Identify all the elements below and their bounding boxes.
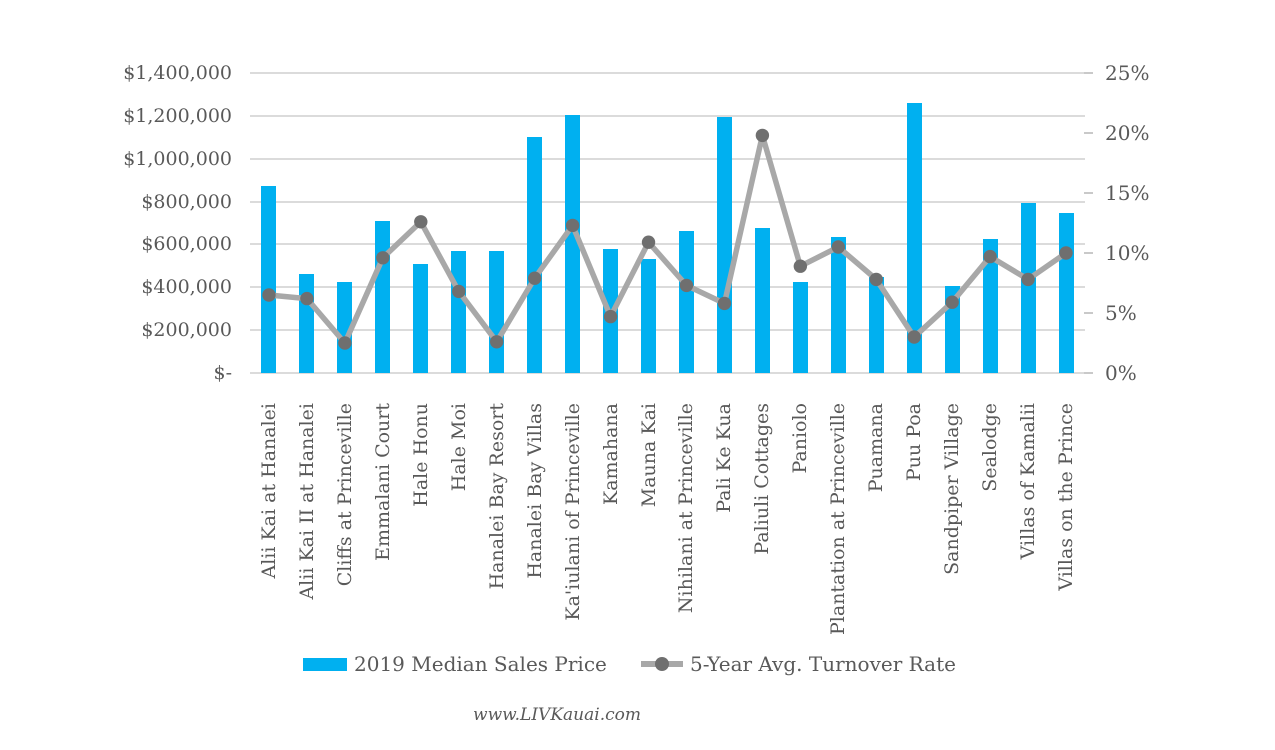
- line-marker: [907, 330, 921, 344]
- left-axis-tick-label: $-: [213, 362, 232, 384]
- gridline: [250, 72, 1085, 74]
- category-label: Nihilani at Princeville: [675, 403, 698, 614]
- left-axis-tick-label: $1,200,000: [123, 104, 232, 127]
- line-marker: [1059, 246, 1073, 260]
- line-marker: [869, 272, 883, 287]
- category-label: Sealodge: [979, 403, 1002, 492]
- right-axis-tick-label: 25%: [1105, 61, 1150, 85]
- right-axis-tick-label: 15%: [1105, 181, 1150, 205]
- right-axis-tick-mark: [1084, 132, 1093, 134]
- line-marker: [831, 240, 845, 254]
- gridline: [250, 114, 1085, 117]
- bar: [754, 228, 770, 373]
- plot-area: [250, 72, 1085, 374]
- line-marker: [717, 296, 732, 311]
- bar-series-swatch-icon: [303, 657, 347, 671]
- gridline: [250, 286, 1085, 289]
- category-label: Mauna Kai: [637, 403, 660, 508]
- line-marker: [1021, 272, 1035, 287]
- category-label: Ka'iulani of Princeville: [561, 403, 584, 621]
- bar: [527, 137, 543, 373]
- category-label: Kamahana: [599, 403, 622, 505]
- line-marker: [452, 284, 466, 299]
- line-marker: [262, 288, 276, 302]
- category-label: Paliuli Cottages: [751, 403, 774, 555]
- category-label: Emmalani Court: [371, 403, 394, 561]
- line-marker: [679, 278, 694, 293]
- gridline: [250, 329, 1085, 332]
- right-axis-tick-label: 10%: [1105, 241, 1150, 265]
- watermark-url: www.LIVKauai.com: [473, 705, 641, 725]
- line-marker: [338, 336, 352, 350]
- bar: [337, 281, 353, 373]
- line-path: [268, 134, 1068, 349]
- category-label: Pali Ke Kua: [713, 403, 736, 513]
- category-label: Hanalei Bay Villas: [523, 403, 546, 579]
- left-axis-tick-label: $400,000: [141, 276, 232, 299]
- line-marker: [983, 249, 997, 264]
- category-label: Puamana: [865, 403, 888, 493]
- line-marker: [414, 215, 428, 229]
- category-label: Sandpiper Village: [941, 403, 964, 575]
- legend-item-median-sales-price: 2019 Median Sales Price: [303, 652, 607, 676]
- category-label: Hanalei Bay Resort: [485, 403, 508, 590]
- gridline: [250, 157, 1085, 160]
- category-label: Alii Kai II at Hanalei: [295, 403, 318, 600]
- category-label: Alii Kai at Hanalei: [257, 403, 280, 579]
- category-label: Hale Honu: [409, 403, 432, 507]
- line-marker: [945, 295, 959, 309]
- line-marker: [641, 235, 656, 249]
- bar: [982, 239, 998, 373]
- right-axis-tick-mark: [1084, 312, 1093, 314]
- bar: [830, 236, 846, 373]
- category-label: Plantation at Princeville: [827, 402, 850, 635]
- bar: [906, 103, 922, 373]
- bar: [413, 263, 429, 373]
- line-marker: [490, 335, 504, 349]
- category-label: Villas on the Prince: [1055, 403, 1078, 591]
- right-axis-tick-label: 0%: [1105, 361, 1137, 385]
- line-marker: [755, 128, 770, 143]
- bar: [1020, 202, 1036, 373]
- gridline: [250, 243, 1085, 246]
- category-label: Cliffs at Princeville: [333, 403, 356, 587]
- right-axis-tick-mark: [1084, 192, 1093, 194]
- legend-item-turnover-rate: 5-Year Avg. Turnover Rate: [641, 652, 956, 676]
- bar: [792, 281, 808, 373]
- right-axis-tick-mark: [1084, 372, 1093, 374]
- line-marker: [376, 251, 390, 265]
- line-marker: [565, 218, 580, 233]
- category-label: Paniolo: [789, 403, 812, 474]
- category-label: Villas of Kamalii: [1017, 403, 1040, 560]
- bar: [678, 230, 694, 373]
- gridline: [250, 372, 1085, 374]
- right-axis-tick-label: 5%: [1105, 301, 1137, 325]
- turnover-line-series: [262, 128, 1073, 350]
- right-axis-tick-label: 20%: [1105, 121, 1150, 145]
- bar: [641, 259, 657, 373]
- category-label: Hale Moi: [447, 403, 470, 492]
- bar: [261, 185, 277, 373]
- line-series-swatch-icon: [641, 657, 683, 671]
- category-label: Puu Poa: [903, 403, 926, 482]
- line-marker: [603, 309, 618, 324]
- legend-label-turnover-rate: 5-Year Avg. Turnover Rate: [690, 652, 956, 676]
- right-axis-tick-mark: [1084, 72, 1093, 74]
- left-axis-tick-label: $600,000: [141, 233, 232, 256]
- bar: [565, 114, 581, 373]
- line-marker: [527, 271, 542, 285]
- gridline: [250, 200, 1085, 203]
- line-marker: [793, 259, 808, 273]
- legend-label-median-sales-price: 2019 Median Sales Price: [354, 652, 607, 676]
- left-axis-tick-label: $800,000: [141, 190, 232, 213]
- left-axis-tick-label: $1,000,000: [123, 147, 232, 170]
- bar: [716, 116, 732, 373]
- left-axis-tick-label: $1,400,000: [123, 62, 232, 84]
- bar: [868, 276, 884, 373]
- left-axis-tick-label: $200,000: [141, 319, 232, 342]
- right-axis-tick-mark: [1084, 252, 1093, 254]
- line-marker: [300, 291, 314, 306]
